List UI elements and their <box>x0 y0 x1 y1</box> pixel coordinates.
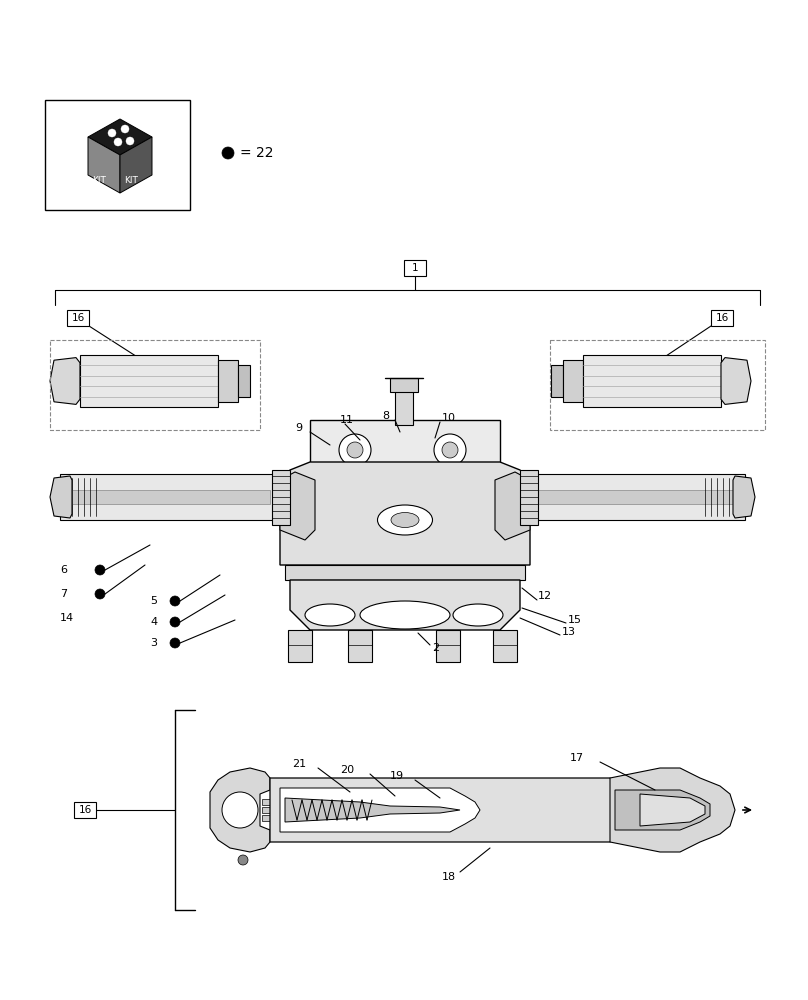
Ellipse shape <box>360 601 450 629</box>
Text: 8: 8 <box>382 411 389 421</box>
Text: 20: 20 <box>340 765 354 775</box>
Circle shape <box>347 442 363 458</box>
Text: = 22: = 22 <box>240 146 273 160</box>
Circle shape <box>238 855 248 865</box>
Text: 6: 6 <box>60 565 67 575</box>
Bar <box>262 815 272 821</box>
Polygon shape <box>285 565 525 580</box>
Bar <box>390 378 418 392</box>
Bar <box>395 390 413 425</box>
Circle shape <box>170 596 180 606</box>
Circle shape <box>95 589 105 599</box>
Polygon shape <box>210 768 270 852</box>
Circle shape <box>442 442 458 458</box>
Bar <box>80 355 218 407</box>
Text: 16: 16 <box>71 313 85 323</box>
Bar <box>50 340 260 430</box>
Circle shape <box>108 129 116 137</box>
Text: 17: 17 <box>570 753 584 763</box>
Circle shape <box>339 434 371 466</box>
Circle shape <box>95 565 105 575</box>
Bar <box>272 470 290 525</box>
Polygon shape <box>88 137 120 193</box>
Circle shape <box>434 434 466 466</box>
Polygon shape <box>610 768 735 852</box>
Text: 1: 1 <box>412 263 419 273</box>
Text: 9: 9 <box>295 423 302 433</box>
Bar <box>550 340 765 430</box>
Polygon shape <box>285 798 460 822</box>
Text: 16: 16 <box>78 805 91 815</box>
Text: 18: 18 <box>442 872 457 882</box>
Text: 4: 4 <box>150 617 157 627</box>
Text: 11: 11 <box>340 415 354 425</box>
Bar <box>310 420 500 480</box>
Bar <box>67 310 89 326</box>
Bar <box>583 355 721 407</box>
Text: KIT: KIT <box>124 176 138 185</box>
Text: 12: 12 <box>538 591 552 601</box>
Bar <box>436 630 460 662</box>
Text: 16: 16 <box>715 313 729 323</box>
Polygon shape <box>280 472 315 540</box>
Bar <box>551 365 563 397</box>
Polygon shape <box>270 778 620 842</box>
Text: 15: 15 <box>568 615 582 625</box>
Bar <box>493 630 517 662</box>
Polygon shape <box>640 794 705 826</box>
Polygon shape <box>290 580 520 630</box>
Ellipse shape <box>391 512 419 528</box>
Text: 10: 10 <box>442 413 456 423</box>
Polygon shape <box>280 788 480 832</box>
Bar <box>45 100 190 210</box>
Bar <box>525 474 745 520</box>
Text: 3: 3 <box>150 638 157 648</box>
Bar <box>288 630 312 662</box>
Polygon shape <box>615 790 710 830</box>
Bar <box>348 630 372 662</box>
Polygon shape <box>88 119 152 155</box>
Circle shape <box>222 792 258 828</box>
Polygon shape <box>721 358 751 404</box>
Bar <box>535 490 733 504</box>
Bar <box>72 490 270 504</box>
Ellipse shape <box>377 505 432 535</box>
Ellipse shape <box>453 604 503 626</box>
Polygon shape <box>50 358 80 404</box>
Circle shape <box>170 617 180 627</box>
Text: 13: 13 <box>562 627 576 637</box>
Bar <box>711 310 733 326</box>
Text: 5: 5 <box>150 596 157 606</box>
Text: 7: 7 <box>60 589 67 599</box>
Bar <box>520 470 538 525</box>
Circle shape <box>222 147 234 159</box>
Circle shape <box>114 138 122 146</box>
Polygon shape <box>733 476 755 518</box>
Bar <box>563 360 583 402</box>
Text: KIT: KIT <box>92 176 106 185</box>
Circle shape <box>121 125 129 133</box>
Text: 2: 2 <box>432 643 439 653</box>
Text: 14: 14 <box>60 613 74 623</box>
Bar <box>404 260 426 276</box>
Bar <box>262 807 272 813</box>
Bar <box>238 365 250 397</box>
Bar <box>218 360 238 402</box>
Circle shape <box>126 137 134 145</box>
Bar <box>262 799 272 805</box>
Polygon shape <box>50 476 72 518</box>
Circle shape <box>170 638 180 648</box>
Text: 21: 21 <box>292 759 306 769</box>
Polygon shape <box>495 472 530 540</box>
Ellipse shape <box>305 604 355 626</box>
Bar <box>74 802 96 818</box>
Bar <box>60 474 280 520</box>
Text: 19: 19 <box>390 771 404 781</box>
Polygon shape <box>280 462 530 565</box>
Polygon shape <box>120 137 152 193</box>
